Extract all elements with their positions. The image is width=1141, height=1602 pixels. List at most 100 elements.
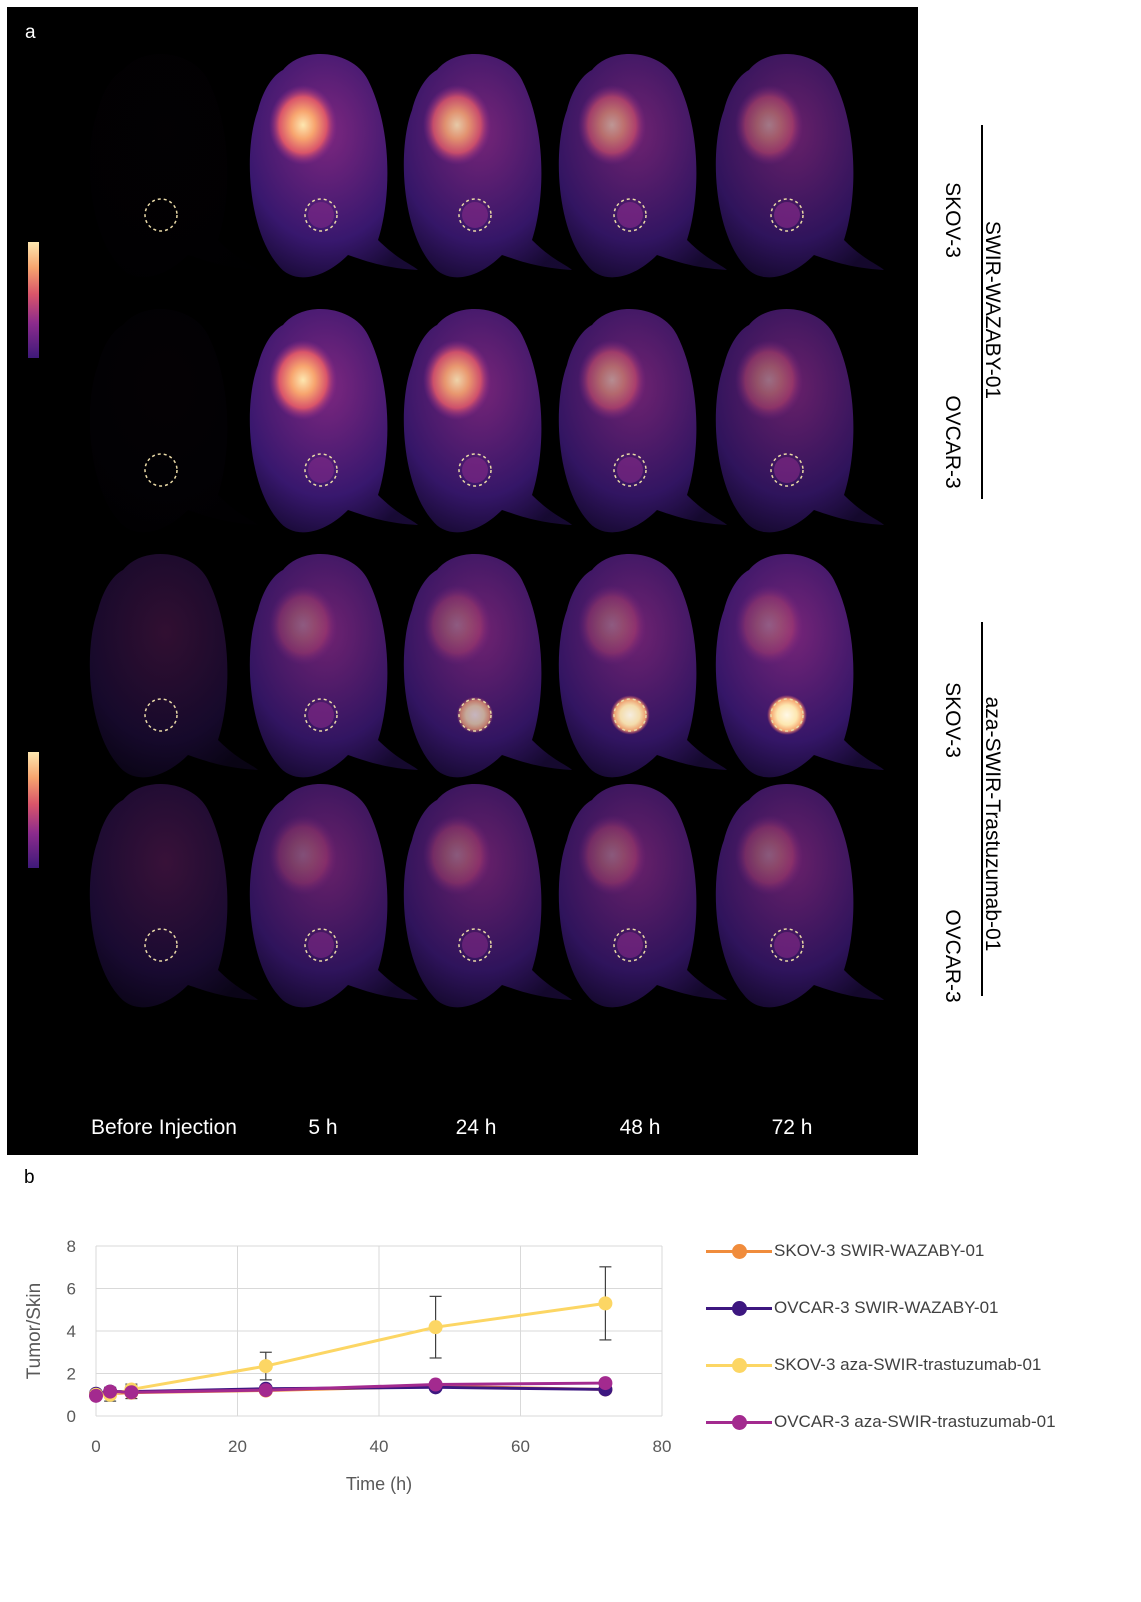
data-point	[598, 1376, 613, 1391]
tumor-signal	[308, 457, 334, 483]
row-label-ovcar3-2: OVCAR-3	[941, 909, 964, 1003]
timepoint-label-4: 72 h	[771, 1116, 813, 1139]
data-point	[258, 1383, 273, 1398]
legend-swatch	[706, 1299, 772, 1317]
x-tick-label: 0	[91, 1437, 100, 1456]
mouse-image	[715, 53, 884, 278]
tumor-signal	[462, 932, 488, 958]
mouse-body	[89, 783, 258, 1008]
mouse-body	[403, 783, 572, 1008]
mouse-image	[715, 308, 884, 533]
mouse-body	[249, 308, 418, 533]
mouse-body	[403, 308, 572, 533]
x-tick-label: 60	[511, 1437, 530, 1456]
mouse-image	[89, 553, 258, 778]
mouse-image	[144, 453, 178, 487]
data-point	[89, 1388, 103, 1403]
legend-text: OVCAR-3 SWIR-WAZABY-01	[774, 1297, 999, 1317]
mouse-image	[558, 53, 727, 278]
tumor-roi-circle	[613, 198, 647, 232]
data-point	[258, 1359, 273, 1374]
legend-item: SKOV-3 aza-SWIR-trastuzumab-01	[706, 1336, 1056, 1393]
timepoint-label-3: 48 h	[619, 1116, 661, 1139]
row-label-skov3-2: SKOV-3	[941, 682, 964, 758]
mouse-image	[249, 308, 418, 533]
mouse-image	[249, 53, 418, 278]
data-point	[428, 1320, 443, 1335]
mouse-image	[558, 308, 727, 533]
tumor-roi-circle	[144, 698, 178, 732]
liver-signal	[269, 85, 337, 165]
liver-signal	[578, 815, 646, 895]
mouse-body	[558, 53, 727, 278]
tumor-roi-circle	[458, 198, 492, 232]
tumor-roi-circle	[304, 198, 338, 232]
mouse-body	[715, 308, 884, 533]
tumor-signal	[308, 932, 334, 958]
liver-signal	[269, 340, 337, 420]
liver-signal	[735, 815, 803, 895]
legend-swatch	[706, 1356, 772, 1374]
mouse-image-grid	[89, 53, 884, 1008]
mouse-image	[249, 553, 418, 778]
mouse-body	[715, 53, 884, 278]
tumor-signal	[462, 202, 488, 228]
mouse-body	[558, 783, 727, 1008]
y-tick-label: 8	[67, 1237, 76, 1256]
data-point	[124, 1385, 139, 1400]
tumor-signal	[774, 932, 800, 958]
data-point	[598, 1296, 613, 1311]
chart-gridlines	[95, 1245, 663, 1417]
tumor-roi-circle	[770, 698, 804, 732]
liver-signal	[423, 585, 491, 665]
tumor-roi-circle	[144, 453, 178, 487]
mouse-body	[403, 553, 572, 778]
colorbar-top	[28, 242, 39, 358]
liver-signal	[423, 85, 491, 165]
tumor-roi-circle	[770, 198, 804, 232]
legend-item: SKOV-3 SWIR-WAZABY-01	[706, 1222, 1056, 1279]
tumor-roi-circle	[304, 453, 338, 487]
tumor-signal	[610, 695, 650, 735]
legend-text: SKOV-3 SWIR-WAZABY-01	[774, 1240, 985, 1260]
liver-signal	[423, 340, 491, 420]
colorbar-bottom	[28, 752, 39, 868]
liver-signal	[735, 585, 803, 665]
group-divider-top	[981, 125, 983, 499]
row-label-ovcar3-1: OVCAR-3	[941, 395, 964, 489]
y-axis-label: Tumor/Skin	[24, 1283, 45, 1379]
timepoint-label-1: 5 h	[308, 1116, 338, 1139]
legend-item: OVCAR-3 aza-SWIR-trastuzumab-01	[706, 1393, 1056, 1450]
tumor-roi-circle	[458, 453, 492, 487]
legend-item: OVCAR-3 SWIR-WAZABY-01	[706, 1279, 1056, 1336]
mouse-image	[403, 553, 572, 778]
tumor-signal	[774, 457, 800, 483]
mouse-body	[90, 54, 258, 277]
tumor-roi-circle	[613, 928, 647, 962]
tumor-roi-circle	[613, 453, 647, 487]
mouse-image	[90, 54, 258, 277]
tumor-signal	[774, 202, 800, 228]
mouse-image	[403, 783, 572, 1008]
mouse-body	[558, 308, 727, 533]
tumor-roi-circle	[770, 928, 804, 962]
mouse-body	[715, 553, 884, 778]
mouse-body	[558, 553, 727, 778]
tumor-signal	[617, 457, 643, 483]
liver-signal	[269, 815, 337, 895]
group-divider-bottom	[981, 622, 983, 996]
tumor-signal	[308, 702, 334, 728]
mouse-body	[249, 53, 418, 278]
legend-text: SKOV-3 aza-SWIR-trastuzumab-01	[774, 1354, 1042, 1374]
y-tick-label: 0	[67, 1407, 76, 1426]
mouse-body	[249, 553, 418, 778]
mouse-image	[715, 783, 884, 1008]
tumor-signal	[617, 202, 643, 228]
liver-signal	[735, 85, 803, 165]
liver-signal	[578, 585, 646, 665]
x-tick-label: 80	[653, 1437, 672, 1456]
tumor-roi-circle	[304, 698, 338, 732]
x-tick-label: 20	[228, 1437, 247, 1456]
liver-signal	[735, 340, 803, 420]
